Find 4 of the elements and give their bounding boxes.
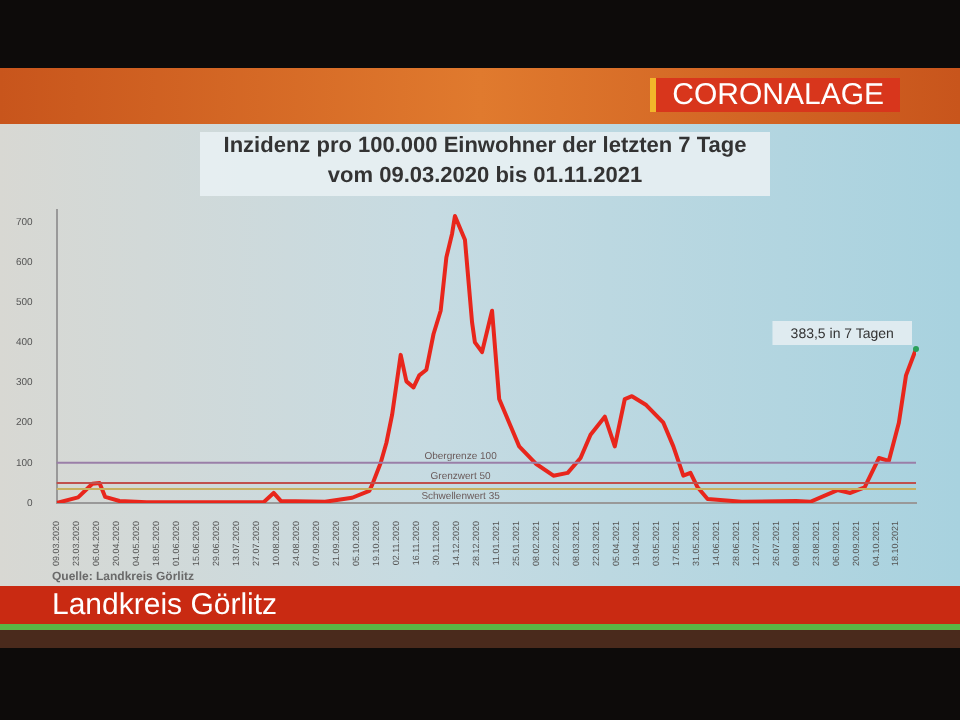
- chart-subtitle: vom 09.03.2020 bis 01.11.2021: [325, 162, 645, 192]
- text: CORONALAGE: [650, 78, 900, 112]
- text: Landkreis Görlitz: [0, 586, 960, 624]
- chart-title: Inzidenz pro 100.000 Einwohner der letzten 7 Tage: [221, 132, 749, 162]
